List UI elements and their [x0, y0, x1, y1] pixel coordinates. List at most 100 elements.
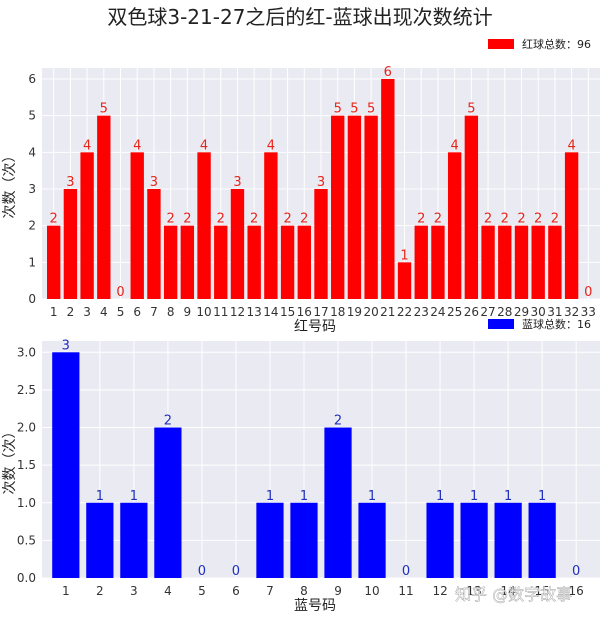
x-tick-label: 29	[514, 305, 529, 319]
x-tick-label: 18	[330, 305, 345, 319]
x-tick-label: 8	[167, 305, 175, 319]
bar-red-17	[314, 189, 328, 299]
x-tick-label: 1	[62, 584, 70, 598]
y-tick-label: 3.0	[17, 345, 36, 359]
bar-value-label: 4	[567, 138, 575, 153]
x-tick-label: 4	[100, 305, 108, 319]
x-tick-label: 8	[300, 584, 308, 598]
x-tick-label: 23	[414, 305, 429, 319]
y-tick-label: 0	[28, 292, 36, 306]
bar-value-label: 2	[250, 212, 258, 227]
legend-label-red: 红球总数：96	[522, 37, 591, 51]
bar-red-24	[431, 225, 445, 299]
x-tick-label: 1	[50, 305, 58, 319]
bar-value-label: 0	[232, 564, 240, 579]
y-tick-label: 4	[28, 145, 36, 159]
x-tick-label: 6	[232, 584, 240, 598]
bar-value-label: 4	[200, 138, 208, 153]
bar-value-label: 2	[164, 414, 172, 429]
bar-value-label: 3	[62, 338, 70, 353]
bar-value-label: 2	[283, 212, 291, 227]
x-tick-label: 15	[535, 584, 550, 598]
bar-red-1	[47, 225, 61, 299]
bar-red-28	[498, 225, 512, 299]
bar-red-12	[230, 189, 245, 299]
y-tick-label: 2.5	[17, 383, 36, 397]
bar-value-label: 3	[66, 175, 74, 190]
x-tick-label: 7	[150, 305, 158, 319]
bar-blue-8	[290, 502, 318, 578]
bar-blue-15	[528, 502, 556, 578]
x-tick-label: 12	[230, 305, 245, 319]
bar-red-2	[63, 189, 78, 299]
x-tick-label: 12	[432, 584, 447, 598]
bar-value-label: 0	[584, 285, 592, 300]
x-tick-label: 5	[198, 584, 206, 598]
legend-swatch-red	[488, 39, 514, 49]
bar-value-label: 1	[436, 489, 444, 504]
bar-value-label: 4	[451, 138, 459, 153]
bar-value-label: 4	[267, 138, 275, 153]
y-tick-label: 1.0	[17, 496, 36, 510]
y-tick-label: 2	[28, 219, 36, 233]
bar-red-20	[364, 115, 378, 300]
y-tick-label: 6	[28, 72, 36, 86]
y-tick-label: 0.5	[17, 533, 36, 547]
bar-value-label: 1	[400, 248, 408, 263]
x-tick-label: 9	[334, 584, 342, 598]
y-tick-label: 1.5	[17, 458, 36, 472]
x-tick-label: 11	[213, 305, 228, 319]
bar-value-label: 0	[116, 285, 124, 300]
bar-red-9	[180, 225, 195, 299]
x-tick-label: 6	[133, 305, 141, 319]
y-tick-label: 3	[28, 182, 36, 196]
bar-value-label: 3	[233, 175, 241, 190]
x-axis-label: 红号码	[294, 319, 336, 335]
bar-red-26	[464, 115, 479, 300]
x-tick-label: 25	[447, 305, 462, 319]
x-tick-label: 15	[280, 305, 295, 319]
y-tick-label: 2.0	[17, 421, 36, 435]
bar-red-16	[297, 225, 311, 299]
legend-swatch-blue	[488, 319, 514, 329]
bar-red-15	[280, 225, 295, 299]
x-tick-label: 32	[564, 305, 579, 319]
bar-red-21	[381, 79, 395, 299]
bar-value-label: 4	[133, 138, 141, 153]
x-tick-label: 5	[117, 305, 125, 319]
x-tick-label: 9	[184, 305, 192, 319]
x-tick-label: 26	[464, 305, 479, 319]
x-tick-label: 3	[83, 305, 91, 319]
bar-blue-4	[154, 427, 182, 578]
x-tick-label: 13	[466, 584, 481, 598]
bar-red-13	[247, 225, 261, 299]
bar-blue-12	[426, 502, 454, 578]
bar-red-14	[264, 152, 278, 299]
bar-value-label: 0	[198, 564, 206, 579]
bar-blue-10	[358, 502, 386, 578]
x-tick-label: 14	[500, 584, 515, 598]
bar-red-30	[531, 225, 545, 299]
bar-red-10	[197, 152, 211, 299]
bar-value-label: 2	[300, 212, 308, 227]
x-tick-label: 7	[266, 584, 274, 598]
x-tick-label: 10	[196, 305, 211, 319]
bar-value-label: 5	[100, 102, 108, 117]
bar-red-19	[347, 115, 362, 300]
bar-value-label: 1	[538, 489, 546, 504]
bar-value-label: 5	[334, 102, 342, 117]
x-tick-label: 17	[313, 305, 328, 319]
x-tick-label: 3	[130, 584, 138, 598]
bar-value-label: 1	[300, 489, 308, 504]
x-tick-label: 22	[397, 305, 412, 319]
x-tick-label: 30	[531, 305, 546, 319]
bar-red-18	[331, 115, 345, 300]
bar-value-label: 2	[534, 212, 542, 227]
bar-blue-14	[494, 502, 522, 578]
bar-value-label: 2	[417, 212, 425, 227]
bar-red-25	[447, 152, 462, 299]
y-tick-label: 1	[28, 255, 36, 269]
x-tick-label: 4	[164, 584, 172, 598]
